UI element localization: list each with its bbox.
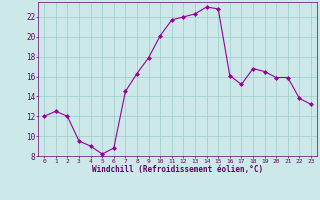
X-axis label: Windchill (Refroidissement éolien,°C): Windchill (Refroidissement éolien,°C) bbox=[92, 165, 263, 174]
